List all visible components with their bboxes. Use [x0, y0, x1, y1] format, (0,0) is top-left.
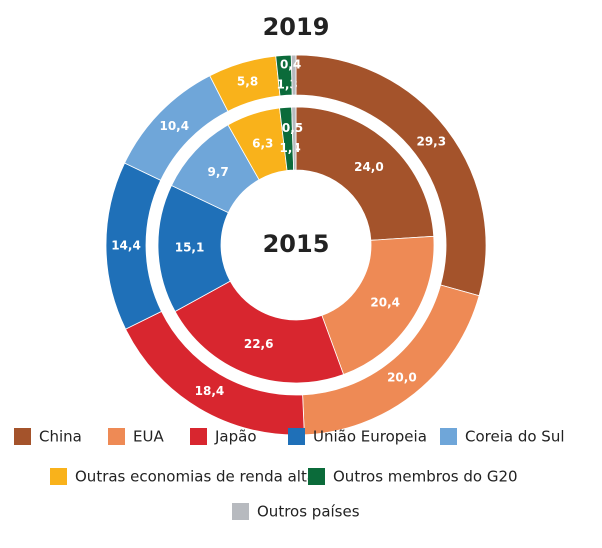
legend-swatch: [232, 503, 249, 520]
donut-slice: [321, 235, 435, 376]
value-label: 24,0: [354, 160, 384, 174]
legend-label: Japão: [214, 428, 257, 446]
legend-label: União Europeia: [313, 428, 427, 446]
value-label: 10,4: [159, 119, 189, 133]
legend-swatch: [288, 428, 305, 445]
value-label: 0,5: [282, 121, 303, 135]
legend-label: Coreia do Sul: [465, 428, 565, 446]
donut-slice: [290, 54, 297, 96]
value-label: 29,3: [416, 135, 446, 149]
donut-slice: [291, 106, 297, 171]
value-label: 20,4: [370, 296, 400, 310]
outer-ring-title: 2019: [263, 13, 330, 41]
value-label: 0,4: [280, 58, 301, 72]
legend-label: Outros países: [257, 503, 360, 521]
value-label: 9,7: [208, 165, 229, 179]
legend-label: China: [39, 428, 82, 446]
value-label: 6,3: [252, 136, 273, 150]
value-label: 22,6: [244, 337, 274, 351]
legend-label: EUA: [133, 428, 164, 446]
legend-swatch: [190, 428, 207, 445]
value-label: 15,1: [175, 241, 205, 255]
donut-slice: [174, 280, 345, 384]
value-label: 1,4: [279, 141, 300, 155]
legend-label: Outras economias de renda alta: [75, 468, 316, 486]
donut-slice: [295, 106, 435, 241]
inner-ring-title: 2015: [263, 230, 330, 258]
legend-swatch: [14, 428, 31, 445]
value-label: 14,4: [111, 239, 141, 253]
value-label: 20,0: [387, 371, 417, 385]
value-label: 18,4: [195, 384, 225, 398]
legend-label: Outros membros do G20: [333, 468, 518, 486]
legend-swatch: [50, 468, 67, 485]
legend-swatch: [308, 468, 325, 485]
legend-swatch: [440, 428, 457, 445]
value-label: 5,8: [237, 75, 258, 89]
legend-swatch: [108, 428, 125, 445]
